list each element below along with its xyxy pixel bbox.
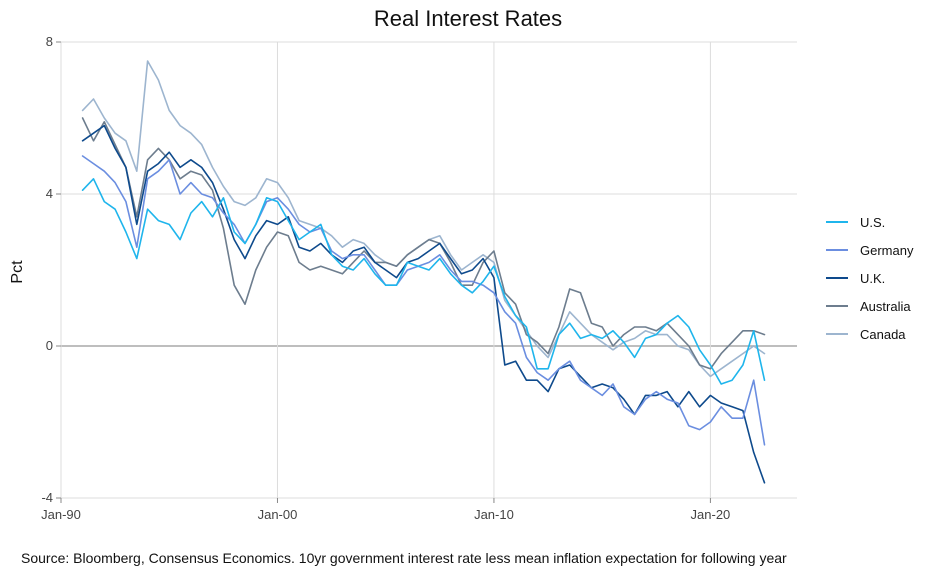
y-tick-label: 4	[46, 186, 53, 201]
y-tick-label: 0	[46, 338, 53, 353]
legend-label-canada: Canada	[860, 327, 906, 342]
y-tick-label: 8	[46, 34, 53, 49]
y-tick-label: -4	[41, 490, 53, 505]
legend-label-australia: Australia	[860, 299, 911, 314]
series-line-germany	[81, 155, 766, 446]
axis-layer: -4 0 4 8 Jan-90 Jan-00 Jan-10 Jan-20	[41, 34, 730, 522]
series-line-australia	[81, 117, 766, 370]
legend-label-germany: Germany	[860, 243, 914, 258]
y-axis-label: Pct	[9, 260, 26, 284]
x-tick-label: Jan-90	[41, 507, 81, 522]
x-tick-label: Jan-10	[474, 507, 514, 522]
grid-layer	[60, 41, 797, 499]
legend-label-u-s: U.S.	[860, 215, 885, 230]
series-line-u-s	[81, 178, 766, 385]
series-line-u-k	[81, 124, 766, 484]
legend: U.S. Germany U.K. Australia Canada	[826, 215, 914, 342]
legend-label-u-k: U.K.	[860, 271, 885, 286]
source-note: Source: Bloomberg, Consensus Economics. …	[21, 550, 787, 566]
x-tick-label: Jan-20	[691, 507, 731, 522]
series-layer	[81, 60, 766, 484]
x-tick-label: Jan-00	[258, 507, 298, 522]
chart-title: Real Interest Rates	[373, 6, 563, 31]
